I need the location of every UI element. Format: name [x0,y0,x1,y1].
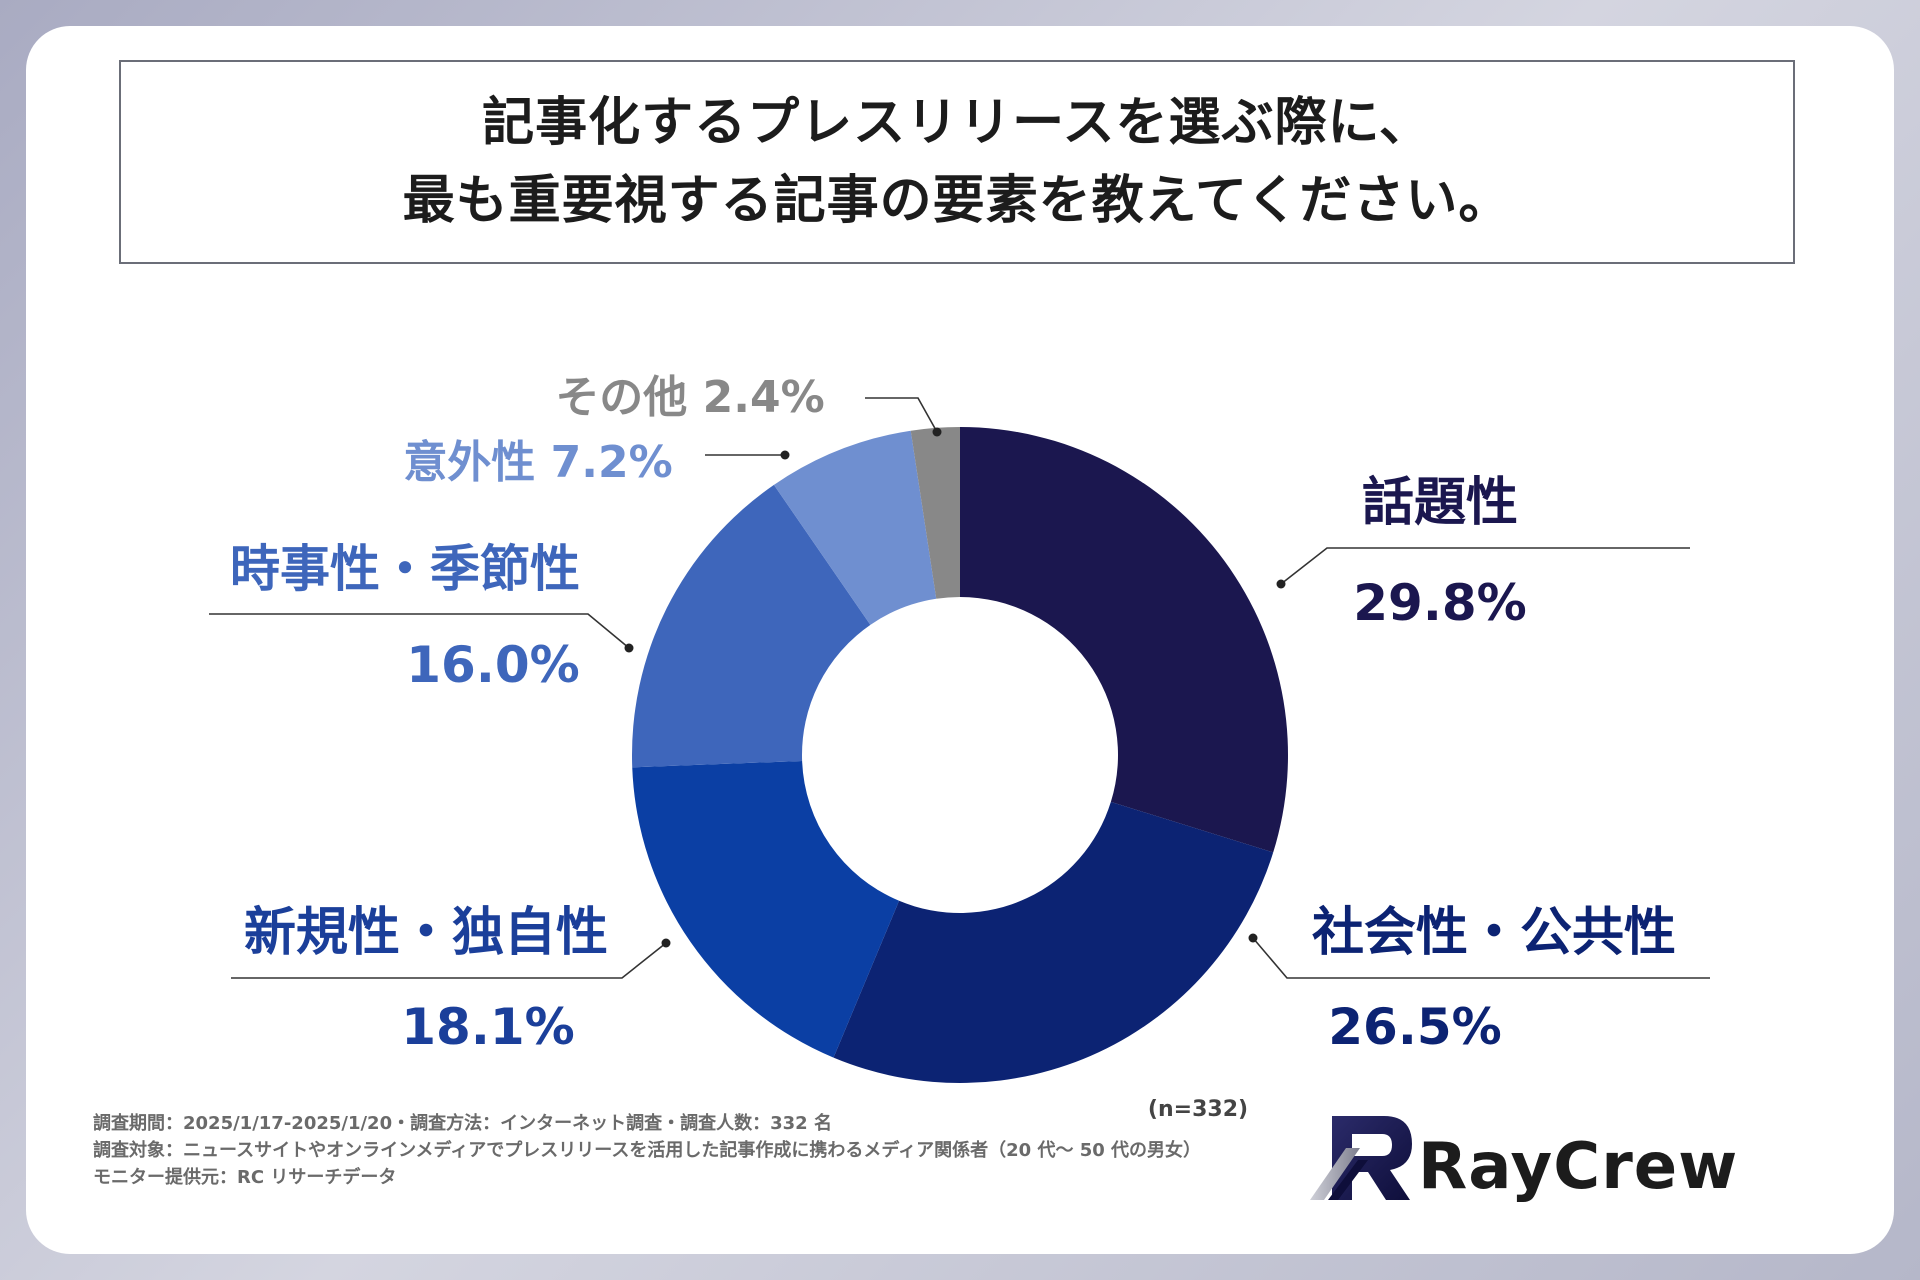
title-line-1: 記事化するプレスリリースを選ぶ際に、 [482,93,1432,153]
footer: 調査期間：2025/1/17-2025/1/20・調査方法：インターネット調査・… [93,1110,1201,1191]
slice-label: 意外性 7.2% [403,437,672,488]
donut-slices [632,427,1288,1083]
slice-label: 社会性・公共性 [1312,903,1676,963]
leader-dot [624,643,634,653]
slice-labels: 話題性 29.8% 社会性・公共性 26.5% 新規性・独自性 18.1% 時事性・季節性 1… [230,372,1676,1056]
slice-label: 新規性・独自性 [244,903,608,963]
donut-slice [632,760,900,1058]
leader-dot [1248,933,1258,943]
footer-line-1: 調査期間：2025/1/17-2025/1/20・調査方法：インターネット調査・… [93,1113,832,1134]
logo-text: RayCrew [1418,1130,1739,1204]
leader-line [1252,937,1710,979]
slice-label: 時事性・季節性 [230,540,580,598]
donut-slice [910,427,960,599]
donut-slice [773,430,937,625]
title-box: 記事化するプレスリリースを選ぶ際に、 最も重要視する記事の要素を教えてください。 [119,60,1795,264]
raycrew-logo-icon [1310,1116,1412,1200]
leader-dot [932,427,942,437]
donut-slice [632,484,871,768]
slice-label: 話題性 [1362,473,1518,533]
slice-value-label: 16.0% [406,636,579,694]
leader-line [231,942,667,979]
leader-lines [209,397,1710,979]
footer-line-2: 調査対象：ニュースサイトやオンラインメディアでプレスリリースを活用した記事作成に… [93,1140,1202,1161]
sample-size-note: (n=332) [1148,1097,1248,1122]
slice-label: その他 2.4% [555,372,824,423]
title-line-2: 最も重要視する記事の要素を教えてください。 [402,171,1512,231]
donut-slice [833,801,1274,1083]
donut-slice [960,427,1288,853]
leader-dot [661,938,671,948]
leader-dot [780,450,790,460]
leader-dot [1276,579,1286,589]
slice-value-label: 26.5% [1328,998,1501,1056]
leader-line [209,613,630,649]
slice-value-label: 29.8% [1353,574,1526,632]
leader-line [1280,547,1690,585]
slice-value-label: 18.1% [401,998,574,1056]
footer-line-3: モニター提供元：RC リサーチデータ [93,1167,397,1188]
leader-line [865,397,938,433]
